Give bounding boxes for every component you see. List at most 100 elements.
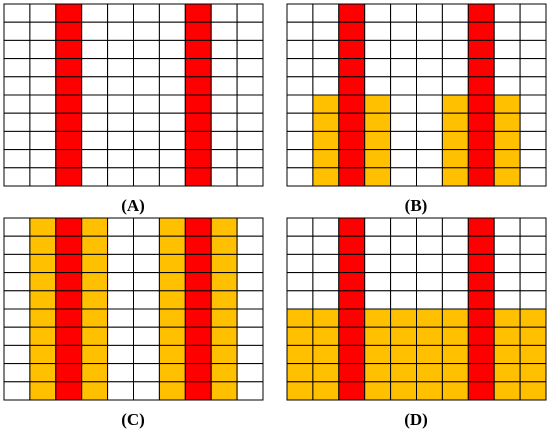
grid-cell bbox=[158, 217, 186, 237]
grid-cell bbox=[519, 253, 547, 274]
grid-cell bbox=[3, 217, 31, 237]
grid-cell bbox=[364, 381, 392, 401]
grid-cell bbox=[286, 326, 314, 346]
grid-cell bbox=[158, 167, 186, 187]
grid-cell bbox=[55, 58, 83, 78]
grid-cell bbox=[81, 167, 109, 187]
grid-cell bbox=[441, 344, 469, 365]
grid-cell bbox=[236, 363, 264, 383]
grid-cell bbox=[158, 94, 186, 114]
grid-cell bbox=[416, 167, 443, 187]
grid-cell bbox=[158, 235, 186, 255]
grid-cell bbox=[286, 39, 314, 60]
grid-cell bbox=[364, 272, 392, 292]
grid-cell bbox=[493, 235, 521, 255]
grid-cell bbox=[210, 217, 238, 237]
grid-cell bbox=[29, 130, 57, 151]
grid-cell bbox=[467, 94, 495, 114]
grid-cell bbox=[390, 326, 418, 346]
grid-cell bbox=[210, 58, 238, 78]
grid-cell bbox=[416, 326, 443, 346]
grid-cell bbox=[81, 21, 109, 41]
grid-cell bbox=[29, 217, 57, 237]
grid-cell bbox=[338, 217, 366, 237]
grid-cell bbox=[158, 3, 186, 23]
grid-cell bbox=[312, 381, 340, 401]
grid-cell bbox=[184, 253, 212, 274]
grid-cell bbox=[81, 217, 109, 237]
grid-cell bbox=[441, 3, 469, 23]
grid-cell bbox=[158, 76, 186, 96]
grid-cell bbox=[236, 167, 264, 187]
grid-cell bbox=[390, 217, 418, 237]
grid-cell bbox=[493, 112, 521, 132]
grid-cell bbox=[312, 112, 340, 132]
grid-cell bbox=[338, 76, 366, 96]
grid-cell bbox=[519, 381, 547, 401]
grid-cell bbox=[338, 381, 366, 401]
grid-cell bbox=[133, 381, 160, 401]
grid-cell bbox=[81, 253, 109, 274]
grid-cell bbox=[107, 344, 134, 365]
grid-cell bbox=[467, 217, 495, 237]
grid-cell bbox=[286, 235, 314, 255]
grid-cell bbox=[519, 76, 547, 96]
grid-cell bbox=[519, 94, 547, 114]
grid-cell bbox=[29, 363, 57, 383]
grid-cell bbox=[184, 308, 212, 328]
grid-cell bbox=[184, 149, 212, 169]
grid-cell bbox=[55, 272, 83, 292]
grid-cell bbox=[55, 130, 83, 151]
grid-cell bbox=[158, 39, 186, 60]
grid-cell bbox=[55, 326, 83, 346]
grid-cell bbox=[493, 94, 521, 114]
grid-cell bbox=[519, 130, 547, 151]
grid-cell bbox=[3, 39, 31, 60]
grid-cell bbox=[158, 130, 186, 151]
grid-cell bbox=[29, 21, 57, 41]
grid-cell bbox=[312, 253, 340, 274]
grid-cell bbox=[158, 21, 186, 41]
grid-cell bbox=[286, 308, 314, 328]
grid-cell bbox=[184, 235, 212, 255]
grid-cell bbox=[107, 3, 134, 23]
grid-cell bbox=[29, 290, 57, 310]
grid-cell bbox=[390, 308, 418, 328]
grid-cell bbox=[390, 253, 418, 274]
grid-cell bbox=[3, 112, 31, 132]
grid-cell bbox=[441, 253, 469, 274]
grid-cell bbox=[338, 272, 366, 292]
grid-cell bbox=[493, 381, 521, 401]
grid-cell bbox=[312, 217, 340, 237]
grid-cell bbox=[312, 344, 340, 365]
grid-cell bbox=[312, 235, 340, 255]
grid-cell bbox=[493, 290, 521, 310]
grid-cell bbox=[312, 363, 340, 383]
grid-cell bbox=[29, 112, 57, 132]
grid-cell bbox=[55, 21, 83, 41]
grid-cell bbox=[3, 308, 31, 328]
grid-cell bbox=[493, 130, 521, 151]
grid-cell bbox=[467, 39, 495, 60]
grid-cell bbox=[236, 217, 264, 237]
grid-cell bbox=[286, 76, 314, 96]
grid-cell bbox=[3, 235, 31, 255]
grid-cell bbox=[133, 217, 160, 237]
grid-cell bbox=[133, 272, 160, 292]
grid-cell bbox=[3, 272, 31, 292]
grid-cell bbox=[416, 94, 443, 114]
grid-cell bbox=[158, 363, 186, 383]
grid-cell bbox=[519, 21, 547, 41]
grid-cell bbox=[286, 272, 314, 292]
grid-cell bbox=[133, 130, 160, 151]
grid-cell bbox=[81, 94, 109, 114]
grid-cell bbox=[364, 3, 392, 23]
grid-cell bbox=[133, 149, 160, 169]
grid-cell bbox=[3, 344, 31, 365]
grid-cell bbox=[286, 130, 314, 151]
grid-cell bbox=[55, 253, 83, 274]
grid-cell bbox=[236, 21, 264, 41]
grid-cell bbox=[467, 235, 495, 255]
grid-cell bbox=[29, 253, 57, 274]
